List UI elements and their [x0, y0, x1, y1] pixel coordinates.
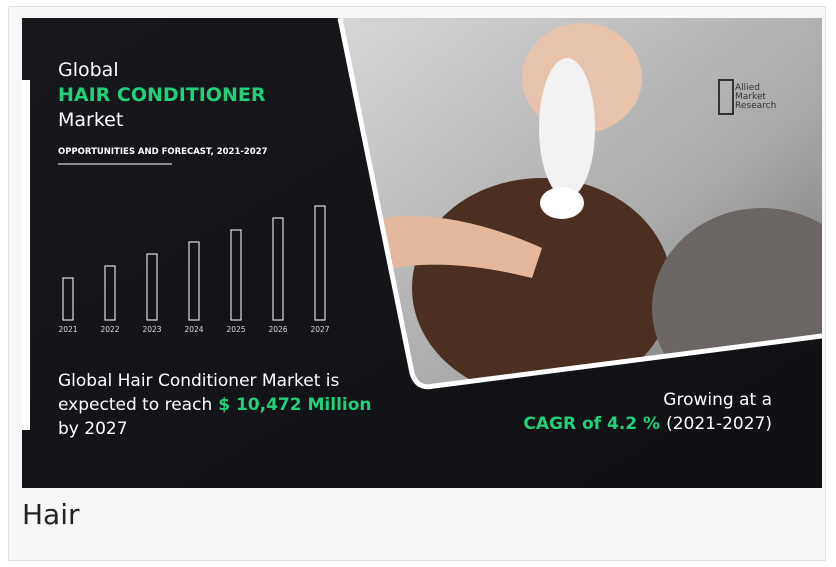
year-label: 2024 — [184, 325, 203, 334]
year-label: 2022 — [100, 325, 119, 334]
year-label: 2023 — [142, 325, 161, 334]
growth-period: (2021-2027) — [666, 414, 772, 434]
caption: Hair — [22, 498, 80, 531]
statement: by 2027 — [58, 419, 128, 439]
side-accent — [22, 80, 30, 430]
growth: Growing at a — [663, 390, 772, 410]
title: Global — [58, 59, 119, 81]
statement-highlight: $ 10,472 Million — [218, 395, 371, 415]
infographic: Allied Market Research Global HAIR CONDI… — [22, 18, 822, 488]
statement: Global Hair Conditioner Market is — [58, 371, 339, 391]
growth-highlight: CAGR of 4.2 % — [523, 414, 660, 434]
year-label: 2025 — [226, 325, 245, 334]
year-label: 2026 — [268, 325, 287, 334]
page: Allied Market Research Global HAIR CONDI… — [0, 0, 836, 567]
title-highlight: HAIR CONDITIONER — [58, 84, 266, 106]
logo-text: Research — [735, 101, 776, 111]
statement-text: expected to reach — [58, 395, 212, 415]
year-label: 2027 — [310, 325, 329, 334]
growth: CAGR of 4.2 % (2021-2027) — [523, 414, 772, 434]
title: Market — [58, 109, 123, 131]
year-label: 2021 — [58, 325, 77, 334]
subtitle: OPPORTUNITIES AND FORECAST, 2021-2027 — [58, 147, 268, 157]
